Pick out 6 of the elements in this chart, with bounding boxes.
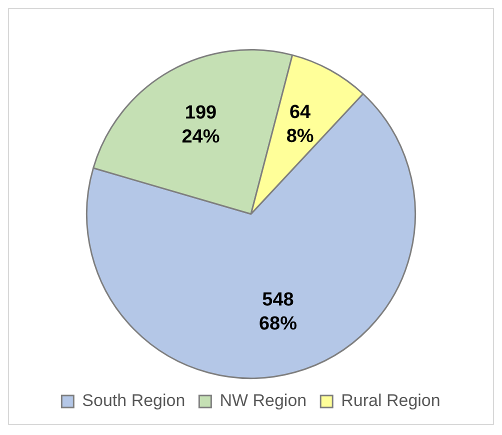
legend-label: South Region	[82, 391, 186, 410]
legend-label: Rural Region	[341, 391, 440, 410]
data-label: 548 68%	[258, 289, 298, 334]
data-label: 199 24%	[182, 102, 220, 148]
data-label: 64 8%	[286, 102, 314, 147]
legend-label: NW Region	[220, 391, 307, 410]
